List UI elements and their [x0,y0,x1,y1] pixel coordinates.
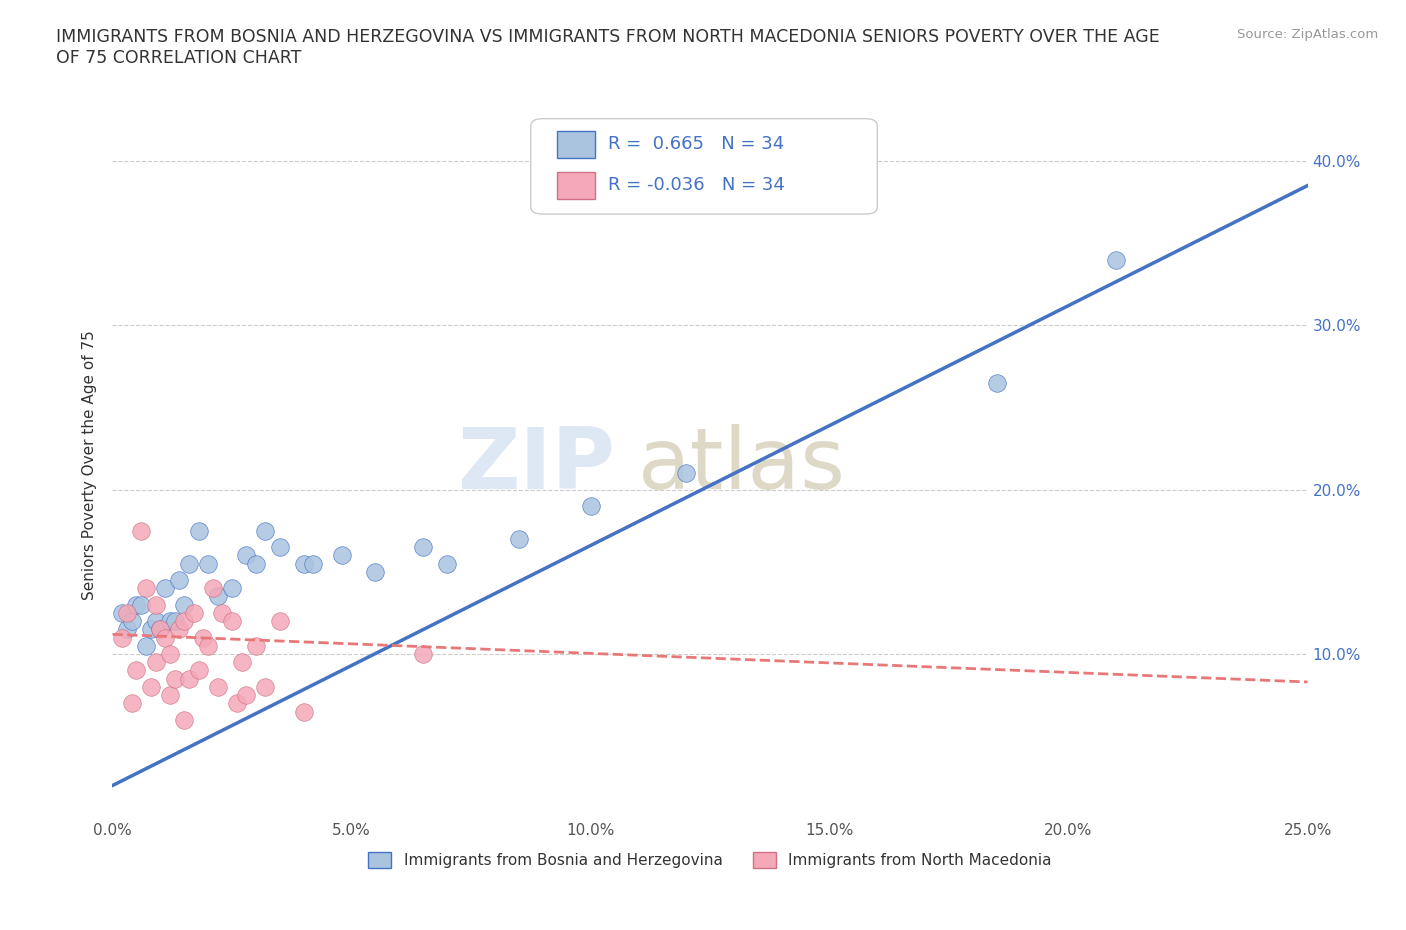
Point [153,581,176,596]
Point [245,556,267,571]
Point [436,556,458,571]
Point [193,631,215,645]
Point [292,556,315,571]
Point [221,581,243,596]
Point [159,614,181,629]
Point [145,597,167,612]
Point [221,614,243,629]
Point [173,712,195,727]
Text: R =  0.665   N = 34: R = 0.665 N = 34 [609,136,785,153]
Point [986,376,1008,391]
Point [169,622,191,637]
FancyBboxPatch shape [557,172,595,198]
Point [177,556,200,571]
Point [211,605,233,620]
Point [330,548,353,563]
Point [364,565,387,579]
Point [149,622,172,637]
Point [129,597,152,612]
Point [1105,252,1128,267]
Point [149,622,172,637]
Point [121,614,143,629]
Point [187,524,209,538]
Point [675,466,697,481]
Point [169,573,191,588]
Point [254,524,277,538]
Point [225,696,247,711]
Point [269,614,291,629]
Point [135,638,157,653]
Point [135,581,157,596]
Point [412,646,434,661]
Text: R = -0.036   N = 34: R = -0.036 N = 34 [609,176,786,194]
FancyBboxPatch shape [557,131,595,158]
Point [125,597,148,612]
Point [292,704,315,719]
Point [111,605,134,620]
Point [235,687,257,702]
Legend: Immigrants from Bosnia and Herzegovina, Immigrants from North Macedonia: Immigrants from Bosnia and Herzegovina, … [363,846,1057,874]
Point [159,646,181,661]
Point [115,605,138,620]
Point [207,680,229,695]
Point [121,696,143,711]
Point [153,631,176,645]
Point [173,597,195,612]
Point [302,556,325,571]
Text: atlas: atlas [638,423,846,507]
Point [125,663,148,678]
Point [139,622,162,637]
Point [163,671,186,686]
Point [231,655,253,670]
Point [145,655,167,670]
Point [187,663,209,678]
Point [183,605,205,620]
Point [254,680,277,695]
Point [245,638,267,653]
Point [159,687,181,702]
Text: IMMIGRANTS FROM BOSNIA AND HERZEGOVINA VS IMMIGRANTS FROM NORTH MACEDONIA SENIOR: IMMIGRANTS FROM BOSNIA AND HERZEGOVINA V… [56,28,1160,67]
Point [197,556,219,571]
Point [145,614,167,629]
Point [508,532,530,547]
Point [129,524,152,538]
Text: Source: ZipAtlas.com: Source: ZipAtlas.com [1237,28,1378,41]
Point [139,680,162,695]
Point [579,498,602,513]
Point [201,581,224,596]
Text: ZIP: ZIP [457,423,614,507]
Y-axis label: Seniors Poverty Over the Age of 75: Seniors Poverty Over the Age of 75 [82,330,97,600]
Point [207,589,229,604]
Point [115,622,138,637]
Point [235,548,257,563]
Point [177,671,200,686]
Point [197,638,219,653]
Point [269,539,291,554]
Point [412,539,434,554]
Point [173,614,195,629]
Point [111,631,134,645]
FancyBboxPatch shape [531,119,877,214]
Point [163,614,186,629]
